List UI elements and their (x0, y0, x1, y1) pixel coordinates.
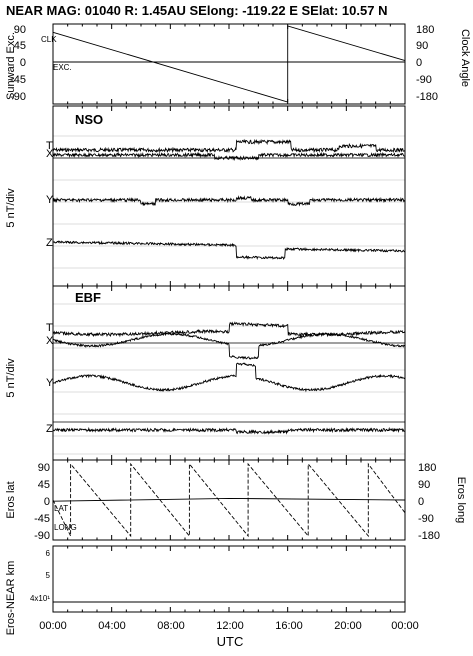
ebf-label-x: X (46, 335, 54, 347)
ebf-title: EBF (75, 290, 101, 305)
top-ytick-right-0: 180 (416, 24, 434, 36)
range-panel: Eros-NEAR km 6 5 4x10¹ (5, 549, 405, 635)
top-ytick-left-3: -45 (10, 74, 26, 86)
ebf-frame (52, 285, 406, 461)
top-panel: Sunward Exc. Clock Angle 90 45 0 -45 -90… (5, 24, 471, 103)
panel-frames (52, 23, 406, 613)
nso-frame (52, 105, 406, 287)
xtick-6: 00:00 (391, 620, 419, 632)
clk-series-label: CLK (41, 35, 57, 44)
xtick-3: 12:00 (216, 620, 244, 632)
eros-long-line (52, 462, 406, 538)
ebf-panel: EBF 5 nT/div T X Y Z (5, 290, 406, 435)
nso-label-y: Y (46, 194, 54, 206)
eros-ytick-left-4: -90 (34, 530, 50, 542)
eros-ytick-left-2: 0 (44, 496, 50, 508)
ebf-trace-x (52, 332, 406, 360)
ebf-label-z: Z (46, 423, 53, 435)
x-axis: 00:00 04:00 08:00 12:00 16:00 20:00 00:0… (39, 620, 419, 649)
xtick-0: 00:00 (39, 620, 67, 632)
eros-ytick-right-2: 0 (418, 496, 424, 508)
top-frame (52, 23, 406, 105)
ebf-trace-t (52, 321, 406, 338)
long-series-label: LONG (54, 523, 77, 532)
xtick-5: 20:00 (334, 620, 362, 632)
top-ytick-left-2: 0 (20, 57, 26, 69)
ebf-traces (52, 321, 406, 435)
top-ytick-right-3: -90 (416, 74, 432, 86)
chart-title: NEAR MAG: 01040 R: 1.45AU SElong: -119.2… (6, 3, 387, 18)
nso-label-x: X (46, 148, 54, 160)
range-ytick-0: 6 (46, 549, 51, 558)
eros-ytick-right-0: 180 (418, 462, 436, 474)
top-ylabel-right: Clock Angle (459, 29, 471, 87)
eros-ytick-right-4: -180 (418, 530, 440, 542)
eros-ytick-right-3: -90 (418, 513, 434, 525)
top-ytick-left-4: -90 (10, 91, 26, 103)
xtick-4: 16:00 (275, 620, 303, 632)
ebf-trace-z (52, 426, 406, 435)
ebf-trace-y (52, 362, 406, 393)
xtick-1: 04:00 (98, 620, 126, 632)
clock-angle-line (52, 25, 406, 103)
ebf-label-y: Y (46, 377, 54, 389)
eros-ytick-left-0: 90 (38, 462, 50, 474)
eros-ylabel-right: Eros long (455, 477, 467, 523)
xaxis-label: UTC (217, 634, 244, 649)
lat-series-label: LAT (54, 504, 68, 513)
nso-trace-y (52, 195, 405, 207)
range-ytick-1: 5 (46, 571, 51, 580)
nso-panel: NSO 5 nT/div T X Y Z (5, 112, 406, 261)
nso-trace-x (52, 151, 406, 162)
eros-ytick-left-3: -45 (34, 513, 50, 525)
top-ytick-left-1: 45 (14, 40, 26, 52)
ebf-ylabel: 5 nT/div (5, 358, 17, 398)
eros-ylabel-left: Eros lat (5, 481, 17, 518)
nso-label-t: T (46, 140, 53, 152)
range-ytick-2: 4x10¹ (30, 594, 50, 603)
nso-trace-z (52, 240, 406, 261)
nso-title: NSO (75, 112, 103, 127)
nso-label-z: Z (46, 237, 53, 249)
ebf-label-t: T (46, 322, 53, 334)
range-ylabel: Eros-NEAR km (5, 561, 17, 636)
eros-lat-line (52, 497, 406, 502)
nso-trace-t (52, 138, 406, 154)
top-ytick-left-0: 90 (14, 24, 26, 36)
nso-traces (52, 138, 406, 261)
nso-ylabel: 5 nT/div (5, 188, 17, 228)
eros-ytick-left-1: 45 (38, 479, 50, 491)
xtick-2: 08:00 (157, 620, 185, 632)
top-ytick-right-4: -180 (416, 91, 438, 103)
exc-series-label: EXC. (53, 63, 72, 72)
top-ytick-right-2: 0 (416, 57, 422, 69)
top-ytick-right-1: 90 (416, 40, 428, 52)
eros-ytick-right-1: 90 (418, 479, 430, 491)
top-ylabel-left: Sunward Exc. (5, 32, 17, 100)
eros-panel: Eros lat Eros long 90 45 0 -45 -90 180 9… (5, 462, 467, 542)
